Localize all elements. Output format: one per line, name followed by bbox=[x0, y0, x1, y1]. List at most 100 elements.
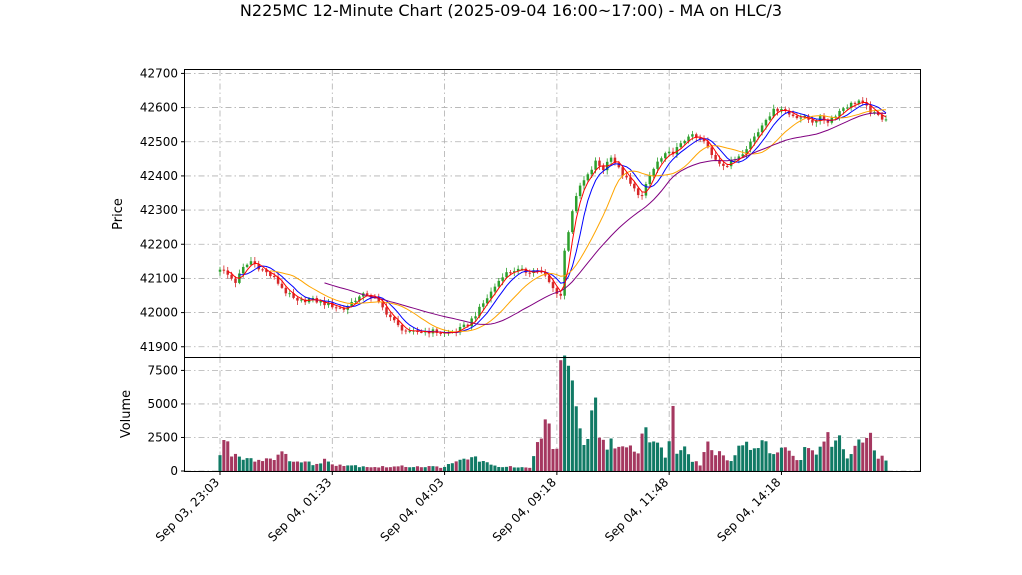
candle-body bbox=[509, 272, 512, 274]
candle-body bbox=[555, 288, 559, 294]
candle-body bbox=[269, 272, 272, 277]
x-tick-label: Sep 04, 09:18 bbox=[490, 475, 559, 544]
volume-bar bbox=[621, 446, 625, 471]
volume-bar bbox=[652, 441, 656, 471]
candle-body bbox=[319, 301, 322, 303]
volume-bar bbox=[772, 454, 776, 471]
volume-tick-label: 2500 bbox=[147, 430, 178, 444]
volume-bars bbox=[218, 355, 888, 471]
volume-bar bbox=[431, 466, 435, 471]
candle-body bbox=[598, 160, 601, 166]
volume-bar bbox=[551, 448, 555, 471]
candle-body bbox=[857, 100, 861, 104]
candle-body bbox=[853, 102, 857, 104]
volume-tick-label: 0 bbox=[170, 464, 178, 478]
volume-bar bbox=[683, 446, 687, 471]
candle-body bbox=[222, 269, 226, 271]
volume-bar bbox=[435, 466, 439, 471]
candle-body bbox=[811, 119, 814, 123]
candle-body bbox=[633, 183, 636, 189]
volume-bar bbox=[299, 462, 303, 471]
volume-bar bbox=[481, 461, 485, 471]
volume-bar bbox=[566, 365, 571, 471]
volume-bar bbox=[253, 461, 257, 471]
candle-body bbox=[861, 100, 865, 103]
volume-bar bbox=[346, 465, 350, 471]
candle-body bbox=[590, 169, 593, 175]
candle-body bbox=[826, 120, 830, 123]
candle-body bbox=[656, 161, 659, 169]
candle-body bbox=[272, 276, 276, 278]
volume-bar bbox=[245, 458, 249, 471]
candle-body bbox=[365, 293, 369, 295]
candle-body bbox=[613, 157, 617, 163]
x-axis-ticks: Sep 03, 23:03 Sep 04, 01:33 Sep 04, 04:03 S… bbox=[153, 471, 784, 544]
candle-body bbox=[617, 162, 621, 168]
candle-body bbox=[571, 211, 574, 233]
volume-bar bbox=[613, 448, 617, 471]
volume-bar bbox=[485, 462, 489, 471]
candle-body bbox=[358, 296, 361, 301]
volume-bar bbox=[853, 445, 857, 471]
candle-body bbox=[822, 115, 826, 121]
volume-bar bbox=[315, 463, 319, 471]
candle-body bbox=[478, 306, 481, 317]
candle-body bbox=[846, 107, 849, 109]
volume-bar bbox=[381, 466, 385, 471]
volume-bar bbox=[369, 467, 373, 471]
candle-body bbox=[396, 320, 400, 326]
volume-bar bbox=[818, 446, 822, 471]
volume-bar bbox=[272, 460, 276, 471]
volume-bar bbox=[419, 467, 423, 471]
price-tick-label: 42200 bbox=[140, 237, 178, 251]
candle-body bbox=[849, 102, 853, 108]
candle-body bbox=[462, 324, 466, 327]
volume-axis-label: Volume bbox=[119, 390, 134, 438]
volume-bar bbox=[698, 465, 702, 471]
volume-bar bbox=[671, 405, 675, 471]
volume-bar bbox=[303, 461, 307, 471]
volume-bar bbox=[384, 467, 389, 471]
candle-body bbox=[493, 286, 497, 292]
candle-body bbox=[691, 134, 694, 137]
volume-bar bbox=[884, 460, 888, 471]
candle-body bbox=[497, 280, 501, 287]
volume-bar bbox=[756, 448, 760, 471]
volume-bar bbox=[446, 464, 450, 471]
candle-body bbox=[698, 137, 702, 139]
candle-body bbox=[648, 175, 652, 185]
candle-body bbox=[818, 115, 822, 122]
volume-bar bbox=[779, 447, 783, 471]
moving-average-lines bbox=[227, 102, 887, 334]
candle-body bbox=[485, 298, 489, 304]
candle-body bbox=[880, 115, 884, 120]
candle-body bbox=[342, 307, 346, 310]
candle-body bbox=[725, 165, 729, 167]
candle-body bbox=[640, 195, 644, 197]
candle-body bbox=[594, 160, 597, 170]
candle-body bbox=[563, 250, 566, 296]
volume-bar bbox=[474, 456, 478, 471]
volume-bar bbox=[218, 455, 222, 471]
volume-bar bbox=[563, 355, 567, 471]
volume-bar bbox=[872, 450, 876, 471]
candle-body bbox=[218, 269, 222, 272]
volume-bar bbox=[292, 461, 296, 471]
volume-bar bbox=[590, 410, 594, 471]
volume-bar bbox=[342, 465, 346, 471]
candle-body bbox=[884, 119, 888, 121]
volume-bar bbox=[640, 433, 644, 471]
volume-bar bbox=[710, 450, 714, 471]
volume-bar bbox=[617, 446, 621, 471]
candle-body bbox=[842, 108, 845, 111]
candle-body bbox=[284, 287, 288, 294]
volume-bar bbox=[392, 466, 396, 471]
volume-bar bbox=[516, 467, 520, 471]
price-tick-label: 42100 bbox=[140, 271, 178, 285]
volume-bar bbox=[454, 461, 458, 471]
candle-body bbox=[261, 269, 264, 271]
volume-bar bbox=[423, 467, 427, 471]
volume-bar bbox=[226, 441, 230, 471]
volume-bar bbox=[768, 453, 772, 471]
volume-bar bbox=[547, 423, 551, 471]
